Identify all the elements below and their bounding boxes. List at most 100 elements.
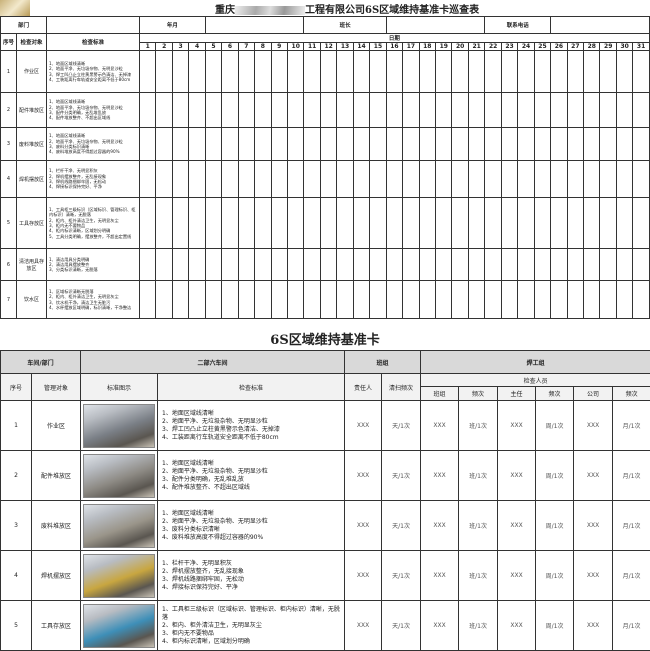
check-cell[interactable] xyxy=(386,128,402,161)
check-cell[interactable] xyxy=(287,51,304,93)
check-cell[interactable] xyxy=(255,249,271,281)
check-cell[interactable] xyxy=(567,51,583,93)
check-cell[interactable] xyxy=(485,51,501,93)
check-cell[interactable] xyxy=(205,198,221,249)
check-cell[interactable] xyxy=(156,198,172,249)
check-cell[interactable] xyxy=(353,198,369,249)
check-cell[interactable] xyxy=(386,249,402,281)
check-cell[interactable] xyxy=(238,281,254,319)
check-cell[interactable] xyxy=(205,281,221,319)
check-cell[interactable] xyxy=(403,93,419,128)
check-cell[interactable] xyxy=(452,161,468,198)
check-cell[interactable] xyxy=(353,281,369,319)
check-cell[interactable] xyxy=(140,161,156,198)
check-cell[interactable] xyxy=(222,51,238,93)
check-cell[interactable] xyxy=(485,128,501,161)
check-cell[interactable] xyxy=(337,198,353,249)
check-cell[interactable] xyxy=(468,51,485,93)
check-cell[interactable] xyxy=(189,93,205,128)
check-cell[interactable] xyxy=(419,93,435,128)
check-cell[interactable] xyxy=(337,128,353,161)
check-cell[interactable] xyxy=(551,51,567,93)
check-cell[interactable] xyxy=(271,161,287,198)
check-cell[interactable] xyxy=(403,128,419,161)
check-cell[interactable] xyxy=(600,93,616,128)
check-cell[interactable] xyxy=(616,93,632,128)
check-cell[interactable] xyxy=(172,51,188,93)
check-cell[interactable] xyxy=(518,93,534,128)
check-cell[interactable] xyxy=(485,93,501,128)
check-cell[interactable] xyxy=(320,161,336,198)
check-cell[interactable] xyxy=(172,249,188,281)
check-cell[interactable] xyxy=(584,281,600,319)
check-cell[interactable] xyxy=(287,198,304,249)
check-cell[interactable] xyxy=(386,93,402,128)
check-cell[interactable] xyxy=(436,249,452,281)
check-cell[interactable] xyxy=(468,249,485,281)
check-cell[interactable] xyxy=(140,128,156,161)
check-cell[interactable] xyxy=(205,51,221,93)
yearmonth-value[interactable] xyxy=(205,17,304,34)
check-cell[interactable] xyxy=(551,249,567,281)
check-cell[interactable] xyxy=(189,198,205,249)
check-cell[interactable] xyxy=(304,51,320,93)
check-cell[interactable] xyxy=(584,249,600,281)
check-cell[interactable] xyxy=(534,281,550,319)
check-cell[interactable] xyxy=(633,51,650,93)
check-cell[interactable] xyxy=(304,281,320,319)
check-cell[interactable] xyxy=(518,128,534,161)
check-cell[interactable] xyxy=(205,128,221,161)
check-cell[interactable] xyxy=(436,128,452,161)
check-cell[interactable] xyxy=(468,128,485,161)
check-cell[interactable] xyxy=(304,161,320,198)
check-cell[interactable] xyxy=(501,198,517,249)
check-cell[interactable] xyxy=(386,161,402,198)
check-cell[interactable] xyxy=(501,51,517,93)
check-cell[interactable] xyxy=(501,281,517,319)
check-cell[interactable] xyxy=(304,128,320,161)
check-cell[interactable] xyxy=(403,281,419,319)
check-cell[interactable] xyxy=(436,161,452,198)
check-cell[interactable] xyxy=(370,281,387,319)
check-cell[interactable] xyxy=(337,249,353,281)
check-cell[interactable] xyxy=(222,161,238,198)
check-cell[interactable] xyxy=(320,198,336,249)
check-cell[interactable] xyxy=(534,249,550,281)
check-cell[interactable] xyxy=(304,249,320,281)
check-cell[interactable] xyxy=(222,281,238,319)
check-cell[interactable] xyxy=(222,93,238,128)
check-cell[interactable] xyxy=(534,51,550,93)
check-cell[interactable] xyxy=(436,51,452,93)
check-cell[interactable] xyxy=(320,51,336,93)
check-cell[interactable] xyxy=(370,51,387,93)
check-cell[interactable] xyxy=(616,198,632,249)
check-cell[interactable] xyxy=(403,249,419,281)
check-cell[interactable] xyxy=(156,51,172,93)
check-cell[interactable] xyxy=(172,93,188,128)
check-cell[interactable] xyxy=(501,128,517,161)
check-cell[interactable] xyxy=(353,51,369,93)
check-cell[interactable] xyxy=(616,161,632,198)
check-cell[interactable] xyxy=(172,281,188,319)
check-cell[interactable] xyxy=(156,128,172,161)
check-cell[interactable] xyxy=(189,249,205,281)
check-cell[interactable] xyxy=(140,93,156,128)
check-cell[interactable] xyxy=(271,198,287,249)
check-cell[interactable] xyxy=(501,161,517,198)
check-cell[interactable] xyxy=(189,161,205,198)
check-cell[interactable] xyxy=(172,128,188,161)
check-cell[interactable] xyxy=(584,128,600,161)
check-cell[interactable] xyxy=(501,93,517,128)
check-cell[interactable] xyxy=(238,51,254,93)
check-cell[interactable] xyxy=(238,161,254,198)
leader-value[interactable] xyxy=(386,17,485,34)
check-cell[interactable] xyxy=(222,249,238,281)
check-cell[interactable] xyxy=(485,249,501,281)
check-cell[interactable] xyxy=(551,198,567,249)
check-cell[interactable] xyxy=(320,281,336,319)
check-cell[interactable] xyxy=(370,249,387,281)
check-cell[interactable] xyxy=(419,249,435,281)
check-cell[interactable] xyxy=(616,249,632,281)
check-cell[interactable] xyxy=(189,128,205,161)
check-cell[interactable] xyxy=(337,51,353,93)
